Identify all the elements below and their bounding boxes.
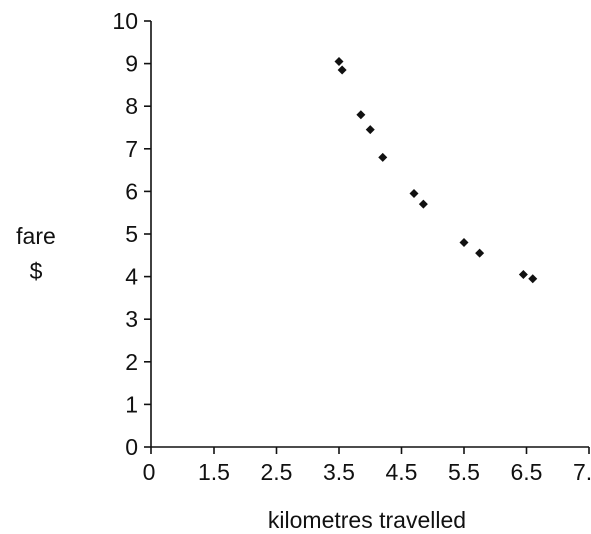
data-point bbox=[356, 110, 366, 120]
y-tick-label: 1 bbox=[125, 391, 138, 417]
y-tick-label: 5 bbox=[125, 221, 138, 247]
x-axis-label: kilometres travelled bbox=[267, 507, 467, 533]
x-tick-label: 5.5 bbox=[448, 459, 480, 485]
x-tick-label: 2.5 bbox=[261, 459, 293, 485]
data-point bbox=[459, 238, 469, 248]
y-tick-label: 9 bbox=[125, 51, 138, 77]
data-point bbox=[409, 189, 419, 199]
y-tick-label: 4 bbox=[125, 264, 138, 290]
y-tick-label: 6 bbox=[125, 178, 138, 204]
y-axis-label-line2: $ bbox=[29, 258, 43, 284]
y-tick-label: 8 bbox=[125, 93, 138, 119]
x-tick-label: 4.5 bbox=[386, 459, 418, 485]
x-tick-label: 6.5 bbox=[511, 459, 543, 485]
y-tick-label: 0 bbox=[125, 434, 138, 460]
data-point bbox=[528, 274, 538, 284]
x-tick-label: 0 bbox=[143, 459, 156, 485]
data-point bbox=[418, 199, 428, 209]
x-tick-label: 1.5 bbox=[198, 459, 230, 485]
x-tick-label: 3.5 bbox=[323, 459, 355, 485]
data-point bbox=[475, 248, 485, 258]
x-tick-label: 7.5 bbox=[573, 459, 591, 485]
data-point bbox=[518, 269, 528, 279]
y-tick-label: 3 bbox=[125, 306, 138, 332]
data-point bbox=[337, 65, 347, 75]
y-tick-label: 10 bbox=[112, 8, 138, 34]
y-tick-label: 2 bbox=[125, 349, 138, 375]
y-axis-label-line1: fare bbox=[16, 223, 56, 249]
data-point bbox=[334, 56, 344, 66]
y-tick-label: 7 bbox=[125, 136, 138, 162]
data-point bbox=[365, 125, 375, 135]
data-point bbox=[378, 152, 388, 162]
